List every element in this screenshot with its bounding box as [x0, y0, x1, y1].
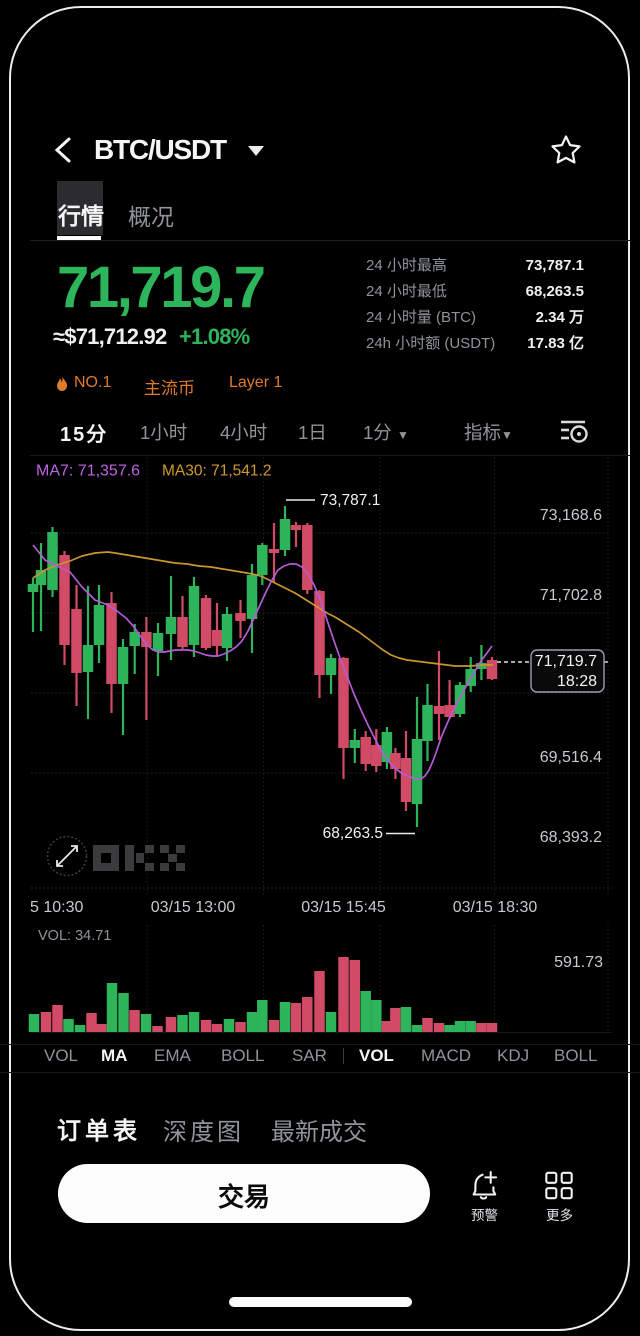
svg-text:71,702.8: 71,702.8 — [540, 587, 602, 604]
svg-text:5 10:30: 5 10:30 — [30, 899, 83, 916]
svg-text:18:28: 18:28 — [557, 673, 597, 690]
svg-text:MA30: 71,541.2: MA30: 71,541.2 — [162, 463, 271, 480]
svg-text:69,516.4: 69,516.4 — [540, 749, 602, 766]
svg-text:03/15 18:30: 03/15 18:30 — [453, 899, 538, 916]
svg-text:71,719.7: 71,719.7 — [535, 653, 597, 670]
svg-text:591.73: 591.73 — [554, 954, 603, 971]
svg-text:68,393.2: 68,393.2 — [540, 829, 602, 846]
svg-text:68,263.5: 68,263.5 — [323, 825, 383, 842]
svg-text:03/15 13:00: 03/15 13:00 — [151, 899, 236, 916]
svg-text:73,168.6: 73,168.6 — [540, 507, 602, 524]
svg-text:VOL: 34.71: VOL: 34.71 — [38, 928, 111, 944]
svg-text:03/15 15:45: 03/15 15:45 — [301, 899, 386, 916]
svg-text:MA7: 71,357.6: MA7: 71,357.6 — [36, 463, 140, 480]
svg-text:73,787.1: 73,787.1 — [320, 492, 380, 509]
